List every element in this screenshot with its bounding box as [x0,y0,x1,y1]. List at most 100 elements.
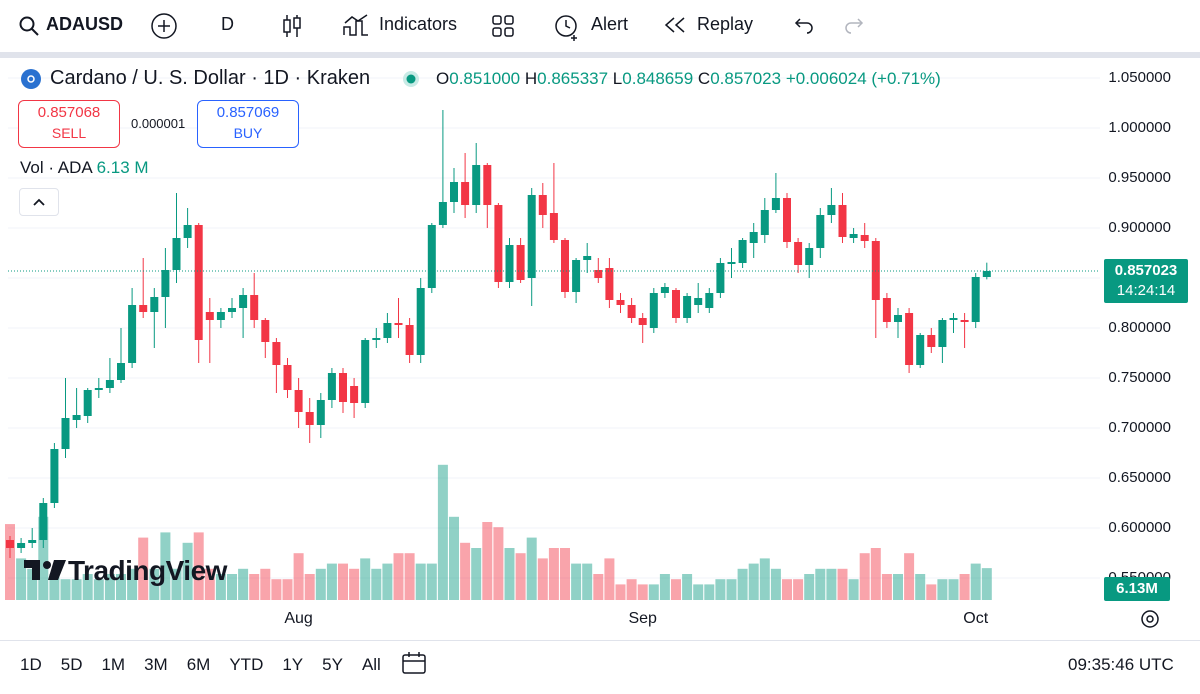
legend-title: Cardano / U. S. Dollar · 1D · Kraken [50,67,371,89]
collapse-button[interactable] [19,188,59,216]
range-button[interactable]: 6M [186,655,211,674]
candle-body [527,195,536,278]
volume-tag [1104,577,1170,601]
volume-bar [116,574,126,600]
volume-bar [393,553,404,600]
watermark-text: TradingView [68,555,227,586]
volume-bar [426,563,437,600]
layouts-icon[interactable] [491,14,515,38]
range-button[interactable]: All [361,655,381,674]
candle-body [860,235,869,241]
candle-body [949,318,958,320]
candle-body [261,320,270,342]
separator [0,52,1200,58]
alert[interactable]: Alert [591,14,629,34]
price-tag-countdown: 14:24:14 [1117,282,1175,299]
volume-bar [770,568,781,600]
price-tag-value: 0.857023 [1115,262,1178,279]
price-tag [1104,258,1188,303]
volume-bar [815,568,826,600]
y-tick-label: 0.650000 [1108,469,1171,486]
candle-body [105,380,114,388]
range-button[interactable]: 5Y [322,655,343,674]
coin-icon [21,69,41,89]
candle-body [905,313,914,365]
candle-body [361,340,370,403]
volume-bar [493,527,504,600]
volume-legend: Vol · ADA 6.13 M [20,158,149,178]
candle-body [916,335,925,365]
candle-body [117,363,125,380]
y-tick-label: 1.050000 [1108,69,1171,86]
add-symbol-icon[interactable] [150,12,178,40]
replay[interactable]: Replay [697,14,754,34]
search-icon[interactable] [18,15,40,37]
range-button[interactable]: 1D [20,655,42,674]
sell-price: 0.857068 [37,104,101,121]
buy-button[interactable]: 0.857069 BUY [197,100,299,148]
candle-body [83,390,92,416]
symbol[interactable]: ADAUSD [46,14,124,34]
candle-body [594,270,603,278]
volume-bar [271,579,282,600]
range-button[interactable]: YTD [229,655,264,674]
volume-bar [71,579,82,600]
y-tick-label: 1.000000 [1108,119,1171,136]
redo-icon[interactable] [842,15,866,35]
candle-body [727,262,736,264]
volume-bar [915,574,926,600]
chart-type-icon[interactable] [280,12,304,40]
candle-body [161,270,170,297]
range-button[interactable]: 1M [101,655,126,674]
volume-bar [981,568,992,600]
y-tick-label: 0.950000 [1108,169,1171,186]
date-range-icon[interactable] [401,651,429,677]
volume-bar [893,574,903,600]
sell-button[interactable]: 0.857068 SELL [18,100,120,148]
range-button[interactable]: 1Y [282,655,304,674]
volume-bar [759,558,770,600]
volume-bar [304,574,315,600]
alert-icon[interactable] [552,11,582,41]
volume-bar [282,579,293,600]
indicators[interactable]: Indicators [379,14,458,34]
undo-icon[interactable] [792,15,816,35]
volume-bar [848,579,859,600]
candle-body [94,388,103,390]
replay-icon[interactable] [662,15,688,35]
candle-body [960,320,969,322]
volume-bar [338,563,348,600]
volume-bar [171,568,182,600]
candle-body [771,198,780,210]
candle-body [183,225,192,238]
candle-body [605,268,614,300]
range-button[interactable]: 5D [60,655,83,674]
volume-bar [937,579,948,600]
candle-body [738,240,747,263]
volume-bar [482,522,493,600]
volume-bar [837,568,848,600]
candle-body [483,165,492,205]
volume-bar [349,568,360,600]
candle-body [416,288,425,355]
volume-bar [371,568,382,600]
candle-body [927,335,936,347]
settings-icon[interactable] [1141,610,1159,628]
interval[interactable]: D [221,14,234,34]
volume-bar [260,568,271,600]
bottom-bar [0,640,1200,694]
candle-body [461,182,470,205]
volume-bar [560,548,570,600]
candle-body [638,318,647,325]
volume-bar [870,548,881,600]
open-value: 0.851000 [449,69,521,88]
volume-bar [593,574,604,600]
range-button[interactable]: 3M [144,655,168,674]
candle-body [405,325,414,355]
candle-body [194,225,203,340]
indicators-icon[interactable] [342,13,370,39]
volume-bar [637,584,648,600]
volume-bar [415,563,426,600]
candle-body [239,295,248,308]
